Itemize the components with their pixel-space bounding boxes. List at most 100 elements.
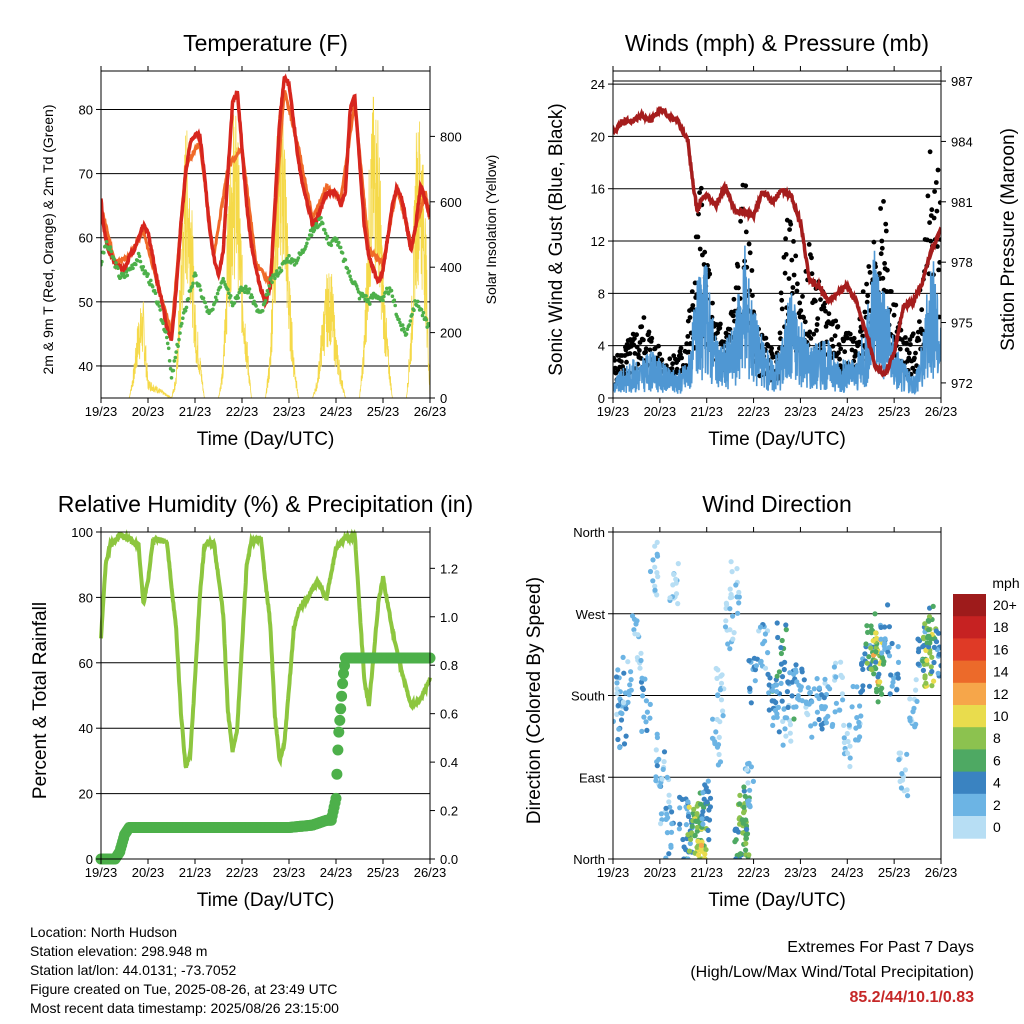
direction-point [746, 658, 752, 664]
dewpoint-point [347, 269, 352, 274]
x-tick-label: 23/23 [784, 404, 817, 419]
direction-point [652, 583, 658, 589]
direction-point [886, 645, 892, 651]
direction-point [809, 734, 815, 740]
gust-point [885, 267, 890, 273]
dewpoint-point [413, 299, 417, 303]
direction-point [673, 591, 680, 597]
direction-point [767, 675, 773, 681]
y-tick-label: 20 [591, 129, 605, 144]
latlon-text: Station lat/lon: 44.0131; -73.7052 [30, 962, 237, 978]
y-tick-label: 20 [79, 787, 93, 802]
gust-point [656, 343, 661, 349]
dewpoint-point [410, 312, 414, 317]
direction-point [618, 710, 624, 716]
direction-point [905, 793, 911, 799]
gust-point [643, 346, 649, 352]
gust-point [915, 329, 921, 335]
x-tick-label: 26/23 [414, 404, 447, 419]
dewpoint-point [184, 305, 189, 310]
direction-point [735, 610, 741, 616]
gust-point [935, 244, 940, 249]
direction-point [801, 677, 807, 683]
y2-tick-label: 0.6 [440, 707, 458, 722]
direction-point [778, 680, 784, 687]
direction-point [629, 613, 636, 619]
direction-point [688, 836, 694, 843]
dewpoint-point [203, 300, 208, 305]
direction-point [758, 658, 764, 664]
gust-point [731, 296, 737, 302]
colorbar-swatch [953, 793, 986, 817]
direction-point [734, 594, 740, 600]
precip-point [331, 768, 343, 780]
direction-point [621, 741, 628, 747]
dewpoint-point [287, 253, 291, 258]
direction-point [698, 842, 705, 849]
direction-point [775, 634, 781, 641]
direction-point [774, 673, 780, 679]
direction-point [882, 636, 888, 642]
direction-point [822, 676, 828, 682]
direction-point [656, 756, 662, 762]
direction-point [703, 847, 709, 853]
dewpoint-point [305, 241, 309, 246]
x-tick-label: 20/23 [644, 865, 677, 880]
gust-point [823, 308, 828, 314]
direction-point [757, 624, 764, 630]
direction-point [814, 693, 820, 699]
gust-point [685, 334, 691, 339]
x-tick-label: 20/23 [132, 865, 165, 880]
gust-point [842, 349, 848, 355]
x-axis-label: Time (Day/UTC) [708, 890, 846, 911]
gust-point [670, 361, 675, 367]
dewpoint-point [345, 266, 350, 271]
direction-point [821, 695, 827, 701]
direction-point [670, 582, 676, 588]
dewpoint-point [335, 237, 339, 241]
direction-point [675, 601, 681, 607]
direction-point [798, 684, 804, 690]
dewpoint-point [390, 294, 395, 299]
direction-point [791, 716, 797, 722]
direction-point [639, 728, 645, 735]
y2-tick-label: 984 [951, 134, 973, 149]
direction-point [727, 646, 733, 652]
direction-point [677, 805, 683, 811]
direction-point [631, 627, 637, 633]
direction-point [744, 767, 750, 773]
dewpoint-point [393, 303, 398, 308]
direction-point [766, 707, 772, 713]
dewpoint-point [137, 254, 142, 259]
direction-point [838, 659, 844, 665]
dewpoint-point [421, 310, 426, 315]
precip-point [330, 792, 342, 804]
x-tick-label: 26/23 [925, 865, 958, 880]
gust-point [641, 315, 647, 320]
direction-point [890, 679, 896, 685]
gust-point [736, 285, 741, 291]
direction-point [809, 699, 815, 705]
direction-point [783, 622, 789, 628]
direction-point [700, 809, 706, 815]
chart-title: Wind Direction [702, 491, 852, 517]
y-axis-label: 2m & 9m T (Red, Orange) & 2m Td (Green) [40, 105, 56, 375]
direction-point [922, 673, 928, 679]
direction-point [654, 763, 660, 769]
temp-series-group [101, 73, 430, 398]
direction-point [628, 669, 634, 675]
direction-point [879, 691, 885, 697]
direction-point [733, 826, 740, 832]
dewpoint-point [416, 299, 420, 304]
direction-point [895, 675, 901, 681]
direction-point [679, 796, 685, 803]
direction-point [811, 686, 817, 692]
gust-point [936, 267, 941, 273]
gust-point [788, 221, 794, 227]
gust-point [917, 319, 922, 324]
direction-point [928, 664, 934, 670]
direction-point [650, 578, 656, 584]
dewpoint-point [104, 240, 109, 244]
direction-point [652, 564, 658, 570]
dewpoint-point [101, 259, 104, 264]
